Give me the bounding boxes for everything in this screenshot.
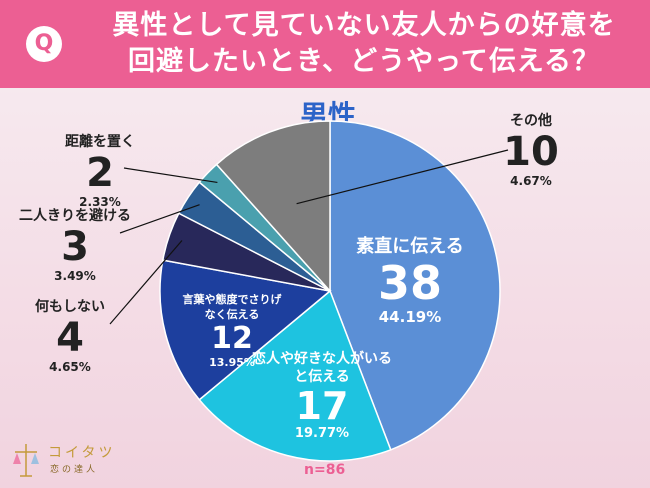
slice-value: 10 — [503, 129, 559, 175]
title-banner: Q 異性として見ていない友人からの好意を 回避したいとき、どうやって伝える？ — [0, 0, 650, 88]
slice-name: 素直に伝える — [356, 236, 464, 257]
pie-slice-sunao — [329, 120, 501, 451]
leader-line-sonota — [296, 149, 509, 205]
leader-line-nanimo — [109, 240, 183, 325]
logo-name: コイタツ — [48, 445, 116, 461]
slice-label-sonota: その他 10 4.67% — [486, 110, 576, 188]
slice-percent: 4.65% — [49, 360, 91, 374]
slice-name: 距離を置く — [65, 134, 135, 150]
pie-slice-sonota — [215, 120, 331, 293]
slice-percent: 44.19% — [378, 308, 442, 326]
slice-label-futarikiri: 二人きりを避ける 3 3.49% — [10, 205, 140, 283]
slice-percent: 13.95% — [209, 356, 255, 369]
slice-label-koibito: 恋人や好きな人がいると伝える 17 19.77% — [246, 350, 398, 441]
slice-label-kyori: 距離を置く 2 2.33% — [52, 131, 148, 209]
slice-percent: 3.49% — [54, 269, 96, 283]
slice-value: 3 — [61, 224, 89, 270]
slice-name: 二人きりを避ける — [19, 208, 131, 224]
slice-value: 38 — [377, 256, 442, 310]
slice-value: 4 — [56, 315, 84, 361]
slice-percent: 2.33% — [79, 195, 121, 209]
leader-line-kyori — [123, 167, 218, 184]
slice-label-nanimo: 何もしない 4 4.65% — [20, 296, 120, 374]
slice-label-sarigenaku: 言葉や態度でさりげなく伝える 12 13.95% — [178, 292, 286, 369]
slice-name: 何もしない — [35, 299, 105, 315]
scale-icon — [13, 444, 39, 477]
pie-slice-koibito — [198, 289, 392, 462]
slice-name: 言葉や態度でさりげなく伝える — [182, 293, 282, 321]
chart-title: 異性として見ていない友人からの好意を 回避したいとき、どうやって伝える？ — [84, 8, 644, 80]
pie-slice-sarigenaku — [159, 259, 332, 401]
slice-name: 恋人や好きな人がいると伝える — [252, 351, 392, 385]
leader-line-futarikiri — [119, 204, 200, 234]
sample-size: n=86 — [304, 462, 346, 478]
logo: コイタツ 恋の達人 — [10, 440, 120, 484]
slice-value: 17 — [295, 384, 349, 428]
slice-label-sunao: 素直に伝える 38 44.19% — [330, 232, 490, 326]
slice-value: 12 — [211, 321, 253, 356]
chart-title-line1: 異性として見ていない友人からの好意を — [112, 10, 616, 41]
slice-name: その他 — [510, 113, 552, 129]
slice-percent: 19.77% — [294, 426, 350, 441]
slice-percent: 4.67% — [510, 174, 552, 188]
logo-tagline: 恋の達人 — [50, 465, 99, 475]
chart-title-line2: 回避したいとき、どうやって伝える？ — [128, 46, 600, 77]
question-badge: Q — [26, 26, 62, 62]
slice-value: 2 — [86, 150, 114, 196]
